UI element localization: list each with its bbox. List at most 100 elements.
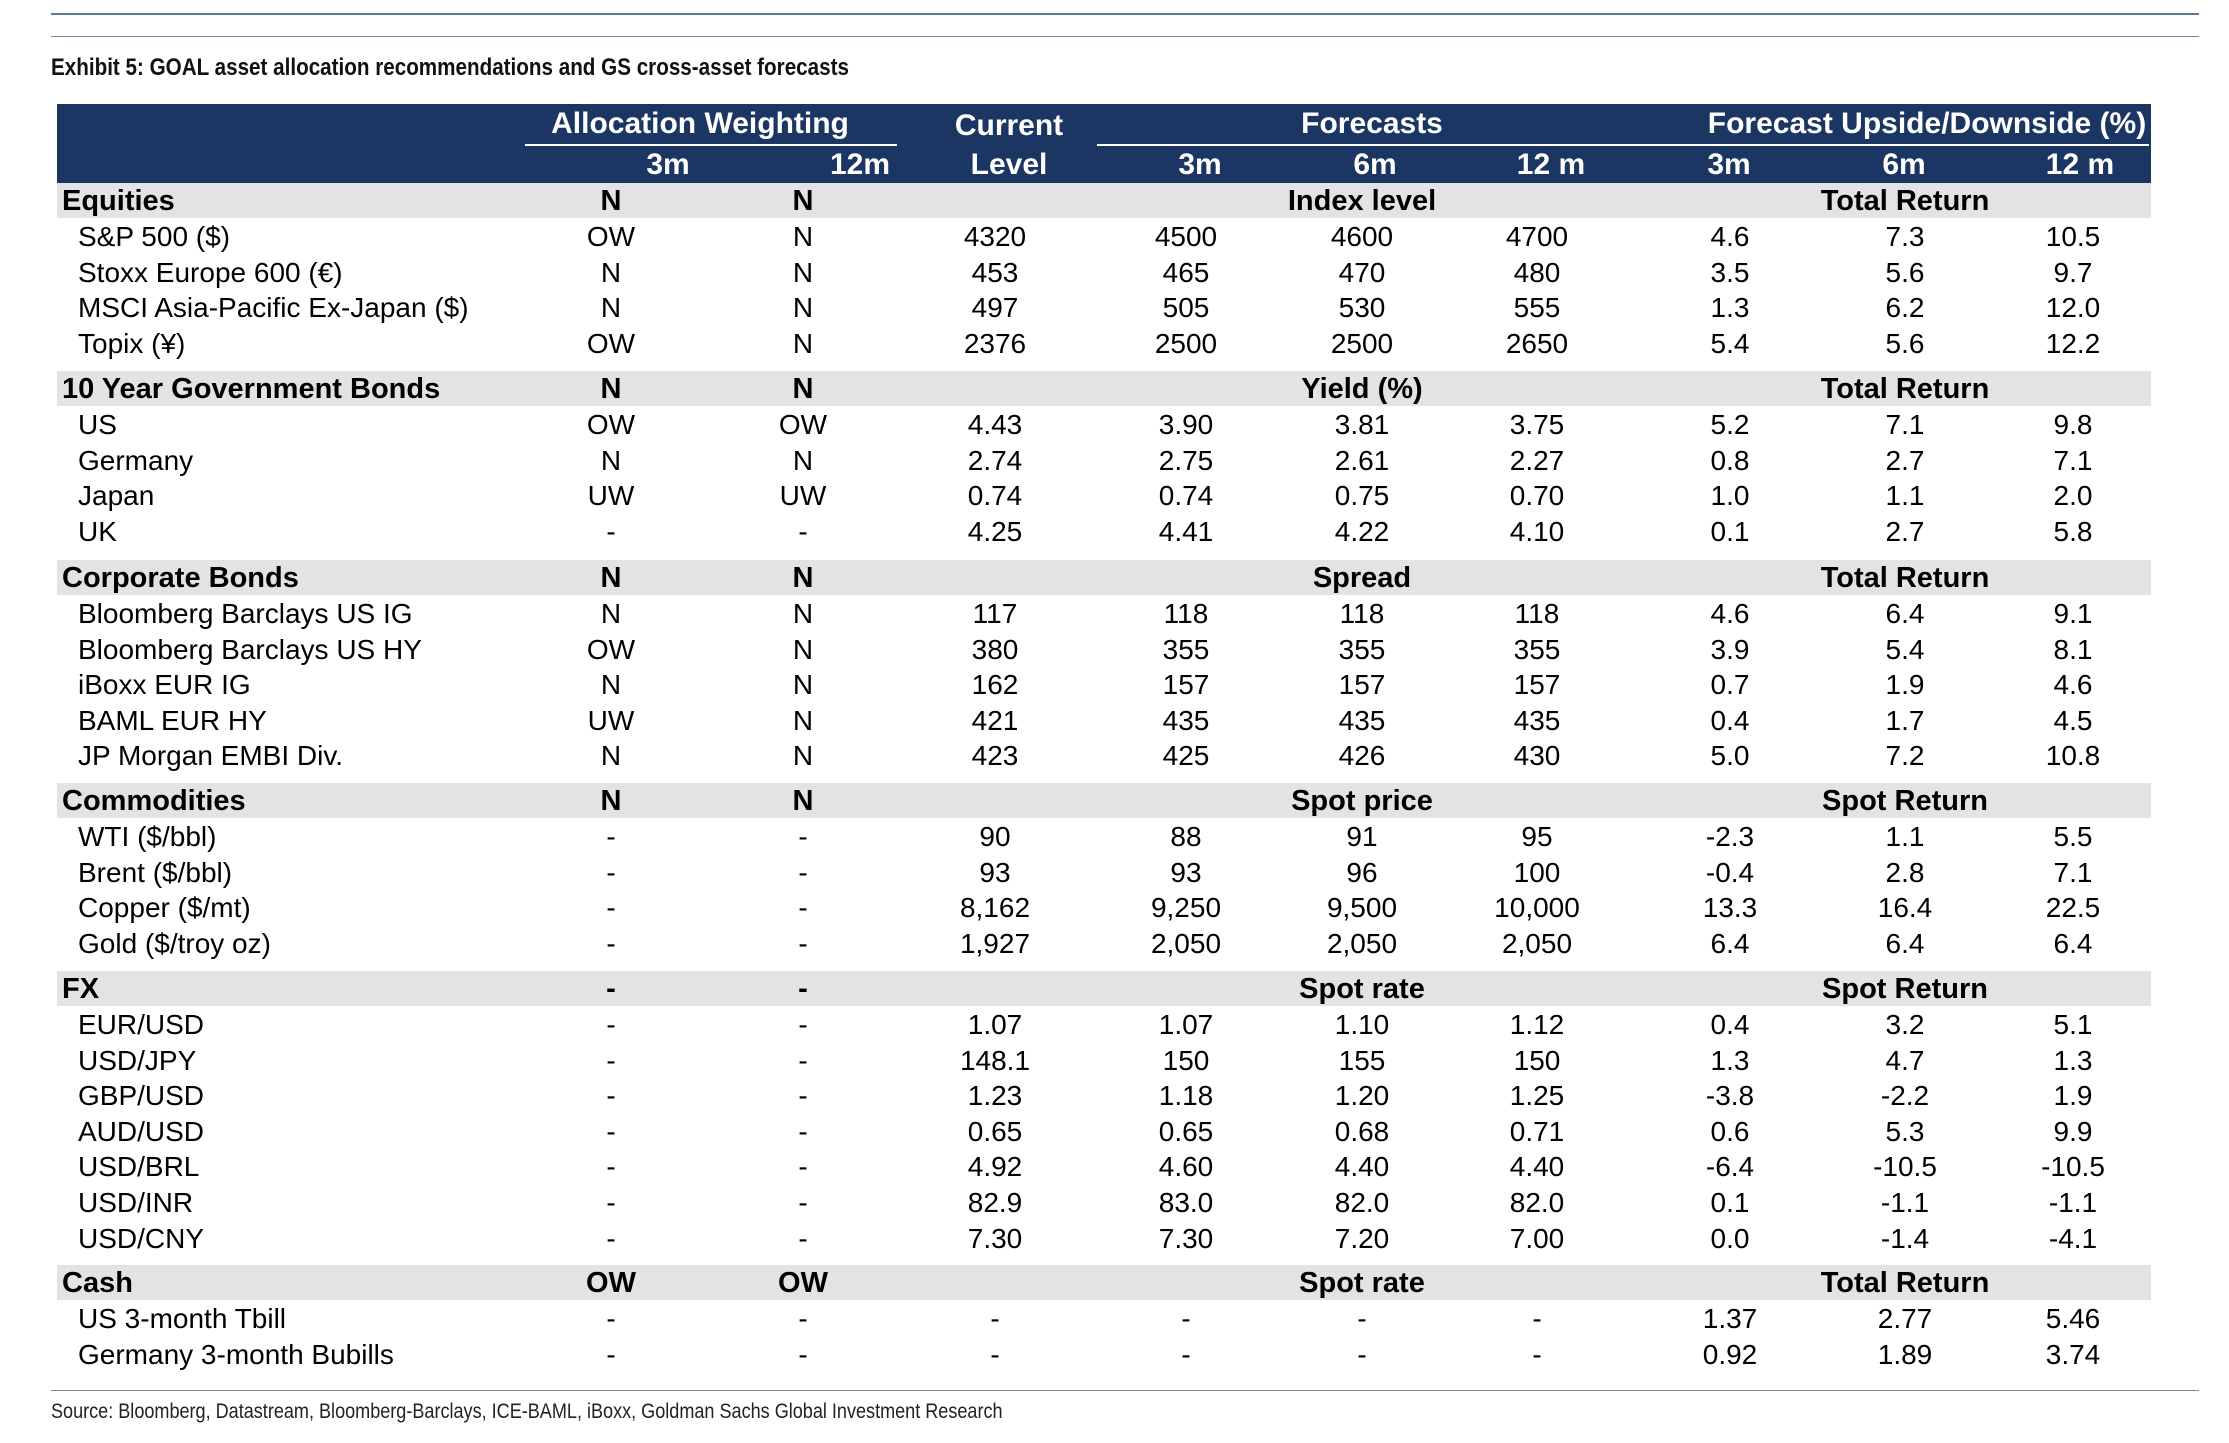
table-cell: 0.74 (1158, 480, 1214, 512)
table-cell: - (990, 1338, 1000, 1370)
section-band (57, 783, 2151, 818)
table-cell: 3.75 (1509, 409, 1565, 440)
row-label: Germany 3-month Bubills (78, 1338, 394, 1370)
table-cell: - (798, 1222, 808, 1254)
section-return-label: Spot Return (1822, 973, 1988, 1005)
table-cell: 0.68 (1334, 1115, 1390, 1147)
row-label: Brent ($/bbl) (78, 856, 233, 888)
table-cell: 4600 (1330, 221, 1394, 252)
table-cell: 4.6 (2053, 669, 2093, 701)
table-cell: 7.1 (2053, 444, 2093, 476)
table-cell: - (1357, 1303, 1367, 1334)
table-cell: UW (779, 480, 827, 512)
table-cell: 1.3 (2053, 1044, 2093, 1076)
section-measure-label: Spot price (1291, 785, 1433, 817)
source-note: Source: Bloomberg, Datastream, Bloomberg… (51, 1400, 1003, 1423)
table-cell: - (798, 1338, 808, 1370)
section-weight-12m: - (798, 973, 808, 1005)
table-cell: - (606, 927, 616, 959)
table-cell: 7.00 (1509, 1222, 1565, 1254)
header-sub-fc-3m: 3m (1178, 148, 1222, 181)
table-cell: 2.77 (1877, 1303, 1933, 1334)
section-band (57, 560, 2151, 595)
table-cell: 157 (1513, 669, 1561, 701)
table-cell: 4.43 (967, 409, 1023, 440)
table-cell: 2,050 (1150, 927, 1222, 959)
table-cell: 7.1 (1885, 409, 1925, 440)
table-cell: 4.7 (1885, 1044, 1925, 1076)
table-cell: 5.2 (1710, 409, 1750, 440)
table-cell: 83.0 (1158, 1187, 1214, 1218)
table-cell: - (606, 821, 616, 852)
table-cell: 355 (1162, 633, 1210, 665)
row-label: Copper ($/mt) (78, 892, 251, 924)
row-label: MSCI Asia-Pacific Ex-Japan ($) (78, 292, 469, 324)
table-cell: 118 (1163, 598, 1209, 629)
section-weight-3m: N (600, 785, 622, 817)
header-sub-alloc-3m: 3m (646, 148, 690, 181)
row-label: JP Morgan EMBI Div. (78, 740, 344, 772)
table-cell: 0.4 (1710, 1009, 1750, 1040)
row-label: USD/INR (78, 1187, 194, 1218)
table-cell: 2.7 (1885, 515, 1925, 547)
table-cell: 530 (1338, 292, 1386, 324)
table-cell: - (606, 1044, 616, 1076)
table-cell: N (600, 292, 622, 324)
row-label: Gold ($/troy oz) (78, 927, 271, 959)
table-cell: - (798, 1080, 808, 1112)
section-return-label: Total Return (1820, 373, 1990, 405)
table-cell: 5.0 (1710, 740, 1750, 772)
header-forecasts: Forecasts (1301, 107, 1443, 140)
table-cell: 5.5 (2053, 821, 2093, 852)
table-cell: 1.3 (1710, 292, 1750, 324)
table-cell: 95 (1521, 821, 1553, 852)
table-cell: N (792, 444, 814, 476)
table-cell: - (1357, 1338, 1367, 1370)
table-cell: 380 (971, 633, 1019, 665)
table-cell: 4.92 (967, 1151, 1023, 1183)
table-cell: 1.23 (967, 1080, 1023, 1112)
table-cell: OW (586, 633, 636, 665)
table-cell: 9.1 (2053, 598, 2093, 629)
row-label: WTI ($/bbl) (78, 821, 217, 852)
table-cell: 1.20 (1334, 1080, 1390, 1112)
table-cell: UW (587, 480, 635, 512)
header-level: Level (970, 148, 1048, 181)
table-cell: 3.2 (1885, 1009, 1925, 1040)
table-cell: - (798, 515, 808, 547)
table-cell: 426 (1338, 740, 1386, 772)
table-cell: 0.0 (1710, 1222, 1750, 1254)
table-cell: 425 (1162, 740, 1210, 772)
table-cell: 7.30 (967, 1222, 1023, 1254)
table-cell: N (792, 327, 814, 359)
table-cell: 1.3 (1710, 1044, 1750, 1076)
table-cell: - (1181, 1303, 1191, 1334)
table-cell: - (606, 1115, 616, 1147)
row-label: US 3-month Tbill (78, 1303, 287, 1334)
table-cell: -3.8 (1705, 1080, 1755, 1112)
top-rule (51, 13, 2199, 15)
table-cell: - (798, 1187, 808, 1218)
table-cell: 1.1 (1885, 821, 1925, 852)
row-label: USD/BRL (78, 1151, 200, 1183)
table-cell: N (600, 598, 622, 629)
header-current: Current (954, 109, 1064, 142)
header-allocation-weighting: Allocation Weighting (551, 107, 849, 140)
table-cell: 4.60 (1158, 1151, 1214, 1183)
table-cell: 91 (1346, 821, 1378, 852)
table-cell: 5.1 (2053, 1009, 2093, 1040)
table-cell: 148.1 (959, 1044, 1031, 1076)
table-cell: - (798, 1044, 808, 1076)
table-cell: 2.75 (1158, 444, 1214, 476)
section-measure-label: Spot rate (1299, 973, 1425, 1005)
table-cell: N (600, 256, 622, 288)
section-return-label: Spot Return (1822, 785, 1988, 817)
table-cell: N (792, 256, 814, 288)
header-sub-fc-6m: 6m (1353, 148, 1397, 181)
row-label: Japan (78, 480, 155, 512)
bottom-rule (51, 1390, 2199, 1391)
table-cell: 2.27 (1509, 444, 1565, 476)
table-cell: 0.6 (1710, 1115, 1750, 1147)
section-band (57, 183, 2151, 218)
table-cell: 3.9 (1710, 633, 1750, 665)
